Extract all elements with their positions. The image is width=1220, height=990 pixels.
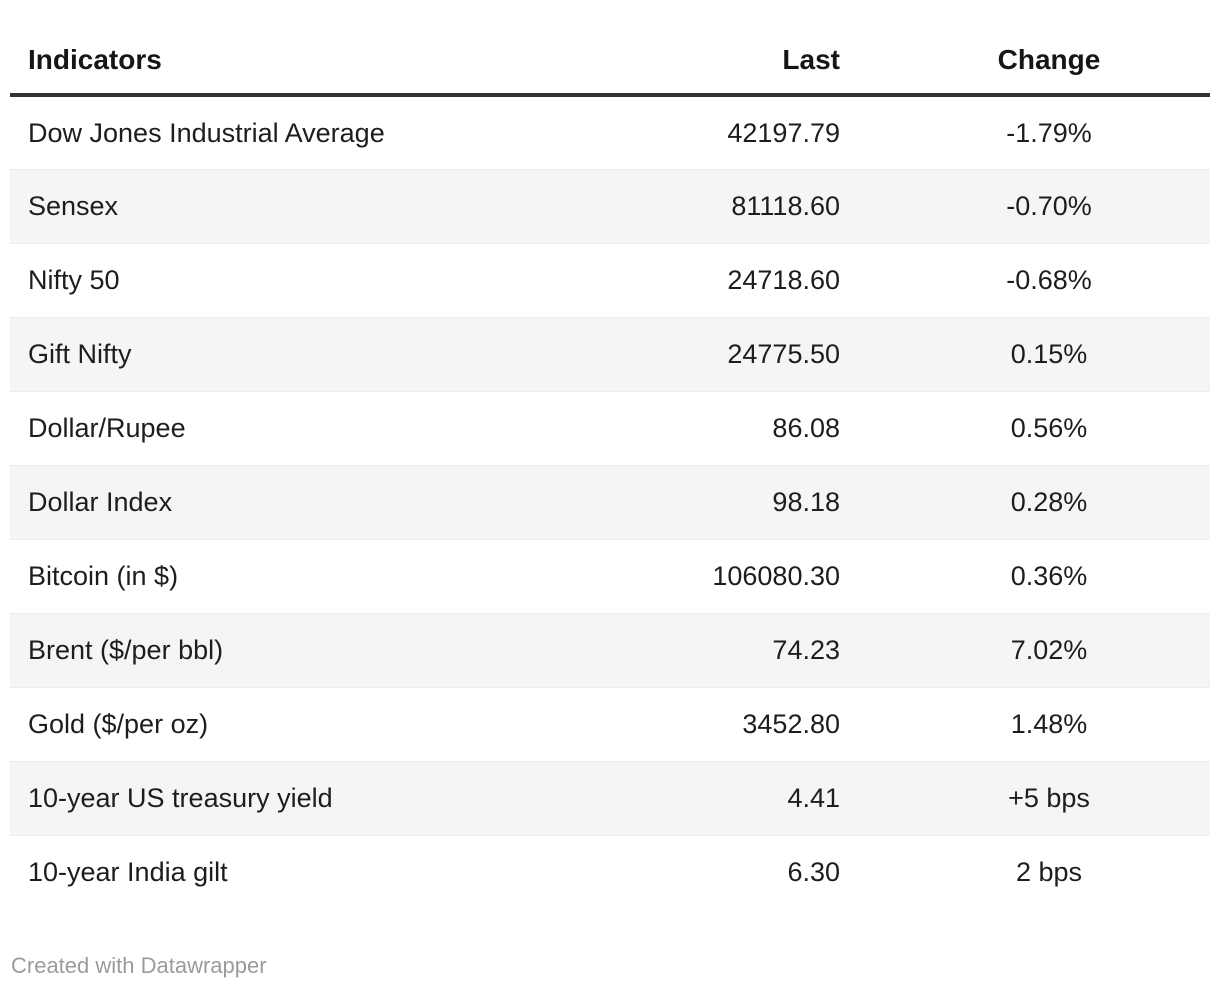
cell-indicator: Dollar/Rupee: [10, 390, 590, 466]
datawrapper-attribution-link[interactable]: Created with Datawrapper: [11, 953, 267, 979]
header-row: Indicators Last Change: [10, 0, 1210, 98]
cell-indicator: Bitcoin (in $): [10, 538, 590, 614]
cell-change: -1.79%: [1006, 117, 1092, 148]
cell-last: 42197.79: [727, 117, 840, 148]
cell-last: 74.23: [590, 612, 888, 688]
cell-last: 86.08: [590, 390, 888, 466]
cell-last: 24775.50: [590, 316, 888, 392]
cell-change: 1.48%: [888, 686, 1210, 762]
cell-change: 0.28%: [888, 464, 1210, 540]
cell-indicator: 10-year India gilt: [10, 834, 590, 910]
table-row: Gold ($/per oz) 3452.80 1.48%: [10, 686, 1210, 762]
cell-last: 81118.60: [590, 168, 888, 244]
table-row: Bitcoin (in $) 106080.30 0.36%: [10, 538, 1210, 614]
cell-last: 98.18: [590, 464, 888, 540]
cell-last: 3452.80: [590, 686, 888, 762]
table-row: Dollar Index 98.18 0.28%: [10, 464, 1210, 540]
cell-indicator: 10-year US treasury yield: [10, 760, 590, 836]
table-row: 10-year India gilt 6.30 2 bps: [10, 834, 1210, 910]
cell-change: 0.15%: [888, 316, 1210, 392]
cell-indicator: Dollar Index: [10, 464, 590, 540]
cell-indicator: Gift Nifty: [10, 316, 590, 392]
cell-indicator: Brent ($/per bbl): [10, 612, 590, 688]
table-row: Sensex 81118.60 -0.70%: [10, 168, 1210, 244]
cell-indicator: Gold ($/per oz): [10, 686, 590, 762]
cell-change: 7.02%: [888, 612, 1210, 688]
cell-change: -0.68%: [888, 242, 1210, 318]
cell-indicator: Dow Jones Industrial Average: [28, 117, 385, 148]
table-row: 10-year US treasury yield 4.41 +5 bps: [10, 760, 1210, 836]
cell-indicator: Sensex: [10, 168, 590, 244]
table-row: Brent ($/per bbl) 74.23 7.02%: [10, 612, 1210, 688]
table-row: Dow Jones Industrial Average 42197.79 -1…: [10, 95, 1210, 169]
cell-change: 2 bps: [888, 834, 1210, 910]
column-header-last: Last: [590, 0, 888, 98]
column-header-indicators: Indicators: [10, 0, 590, 98]
table-footer: Created with Datawrapper: [10, 953, 1210, 979]
cell-change: -0.70%: [888, 168, 1210, 244]
table-row: Gift Nifty 24775.50 0.15%: [10, 316, 1210, 392]
cell-change: +5 bps: [888, 760, 1210, 836]
table-row: Dollar/Rupee 86.08 0.56%: [10, 390, 1210, 466]
cell-last: 24718.60: [590, 242, 888, 318]
indicators-table: Indicators Last Change Dow Jones Industr…: [10, 0, 1210, 910]
column-header-change: Change: [888, 0, 1210, 98]
cell-last: 106080.30: [590, 538, 888, 614]
cell-last: 6.30: [590, 834, 888, 910]
cell-last: 4.41: [590, 760, 888, 836]
cell-change: 0.36%: [888, 538, 1210, 614]
table-row: Nifty 50 24718.60 -0.68%: [10, 242, 1210, 318]
cell-indicator: Nifty 50: [10, 242, 590, 318]
cell-change: 0.56%: [888, 390, 1210, 466]
